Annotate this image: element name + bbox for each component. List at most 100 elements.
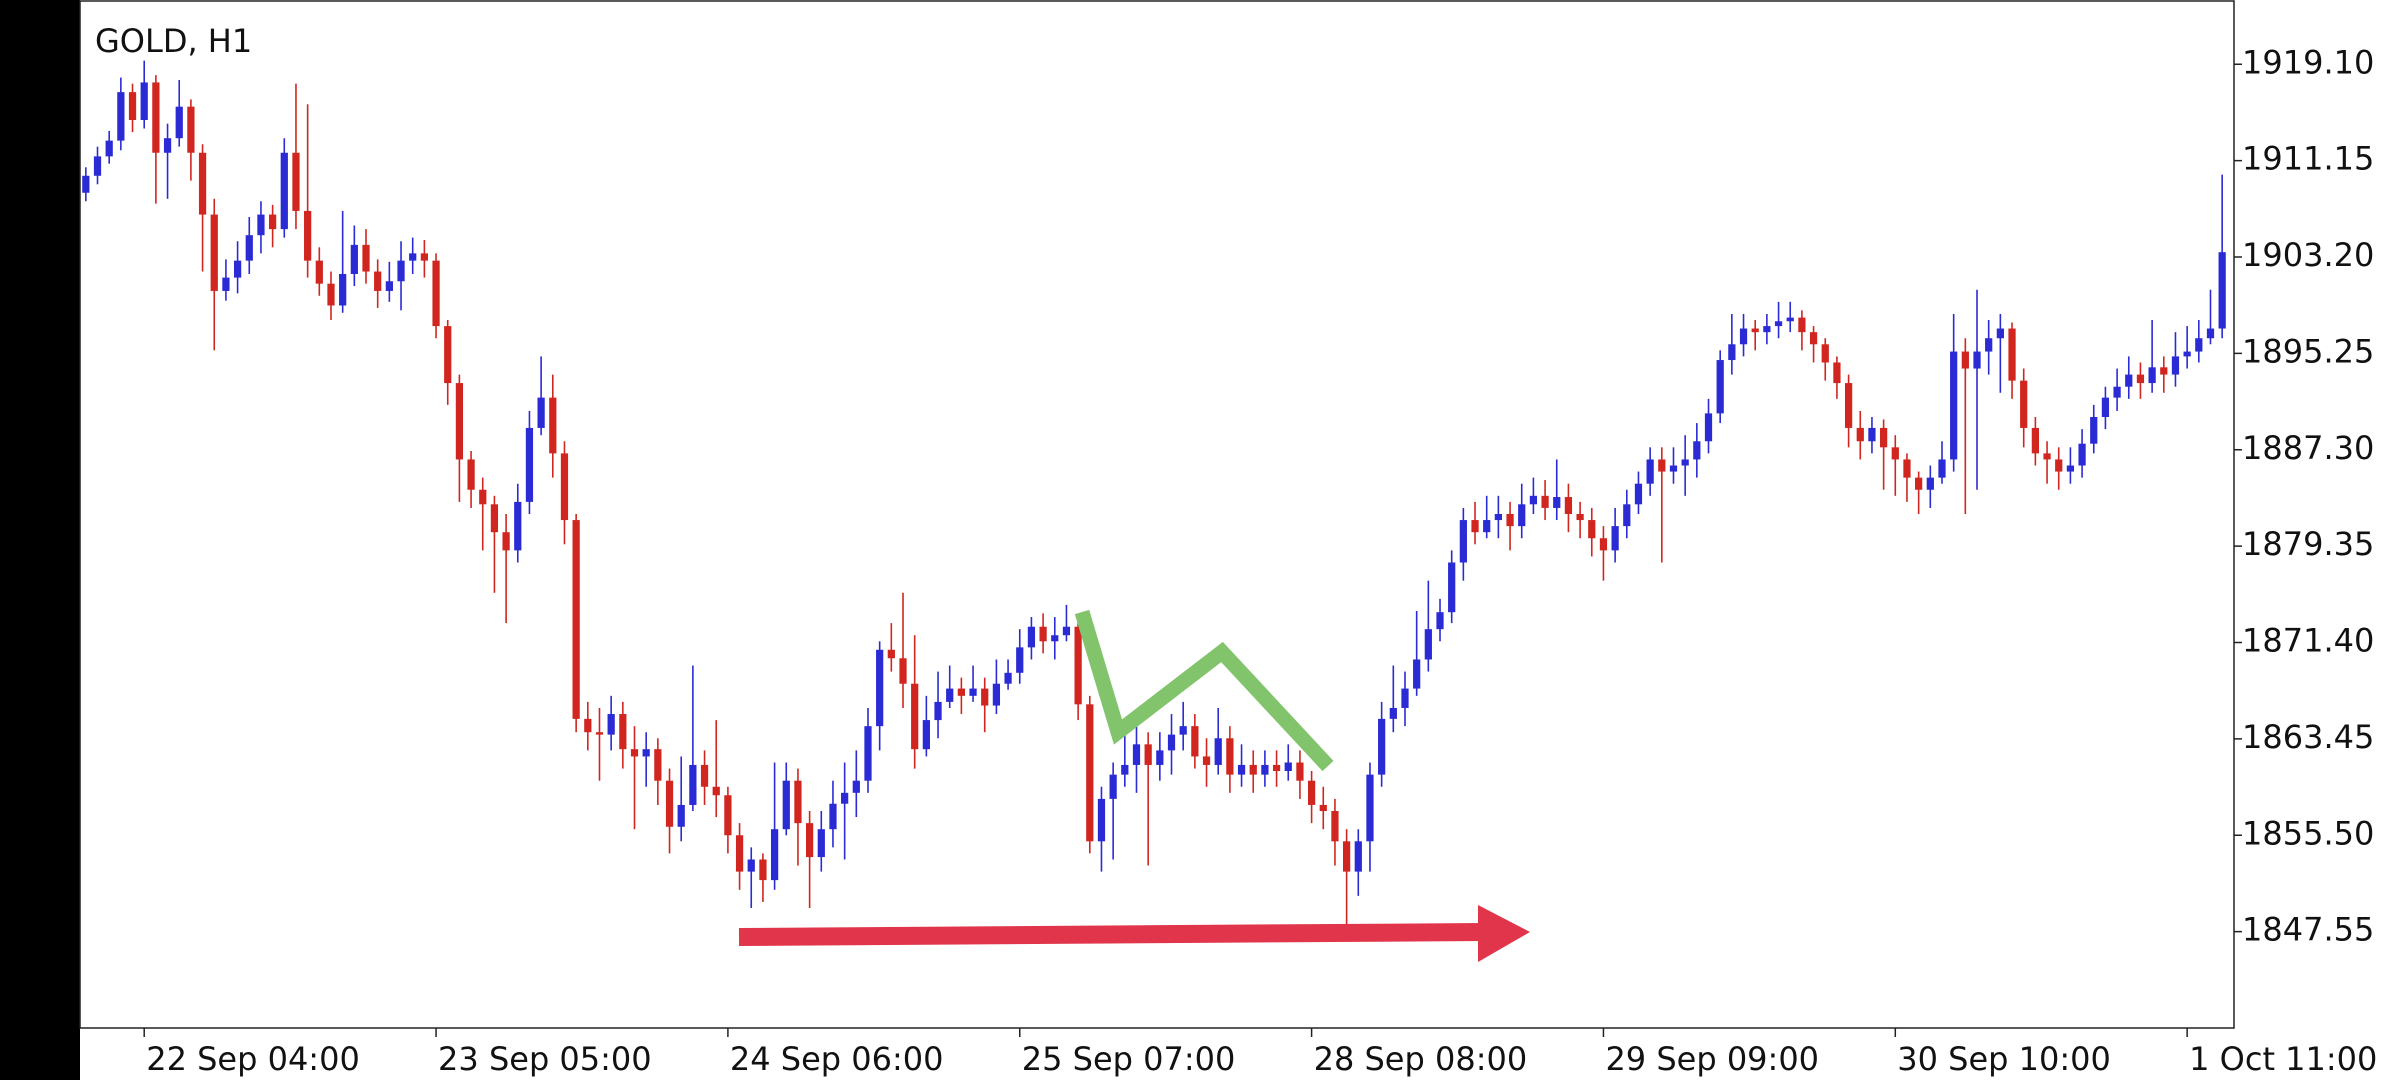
x-tick-label: 30 Sep 10:00 — [1897, 1040, 2111, 1078]
candle-body — [163, 138, 172, 153]
candle-body — [467, 459, 475, 490]
candle-body — [642, 749, 650, 757]
candle-body — [1226, 738, 1234, 775]
candle-body — [1506, 514, 1514, 527]
candle-body — [257, 214, 265, 236]
candle-body — [187, 106, 195, 153]
candle-body — [1611, 526, 1619, 551]
candle-body — [385, 281, 393, 291]
candle-body — [829, 803, 837, 830]
candle-body — [607, 714, 615, 735]
candle-body — [806, 823, 814, 858]
candle-body — [1051, 635, 1059, 642]
candle-body — [876, 649, 884, 727]
candle-body — [2218, 252, 2226, 329]
candle-body — [1938, 459, 1946, 478]
candle-body — [1121, 764, 1129, 775]
y-tick-label: 1863.45 — [2242, 718, 2374, 756]
candle-body — [957, 688, 965, 696]
candle-body — [269, 214, 277, 230]
candle-body — [1062, 626, 1071, 636]
x-tick-label: 25 Sep 07:00 — [1022, 1040, 1236, 1078]
candle-body — [1296, 762, 1304, 781]
candle-body — [1272, 764, 1281, 771]
candle-body — [2078, 443, 2086, 466]
candle-body — [899, 658, 907, 684]
candle-body — [1144, 744, 1152, 765]
arrow-shaft — [738, 923, 1485, 946]
x-tick-label: 29 Sep 09:00 — [1605, 1040, 1819, 1078]
candle-body — [2101, 397, 2110, 418]
candle-body — [700, 764, 709, 787]
y-tick-label: 1895.25 — [2242, 332, 2374, 370]
candle-body — [1716, 360, 1724, 414]
candle-body — [2008, 328, 2016, 381]
candle-body — [1039, 626, 1047, 642]
x-tick-label: 28 Sep 08:00 — [1314, 1040, 1528, 1078]
candle-body — [619, 714, 627, 750]
candle-body — [222, 277, 230, 291]
candle-body — [1471, 520, 1479, 533]
candle-body — [2090, 417, 2098, 444]
candle-body — [1961, 351, 1969, 369]
candle-body — [2125, 374, 2133, 387]
candle-body — [2183, 351, 2191, 357]
candle-body — [852, 780, 860, 793]
candle-body — [2043, 453, 2051, 460]
candle-body — [374, 271, 382, 291]
candle-body — [198, 152, 207, 215]
candle-body — [1494, 514, 1502, 521]
candle-body — [1378, 718, 1386, 775]
candle-body — [1331, 811, 1339, 842]
candle-body — [525, 427, 534, 502]
candle-body — [1436, 612, 1444, 630]
candle-body — [630, 749, 639, 757]
candle-body — [1669, 465, 1678, 472]
candle-body — [1448, 562, 1456, 613]
candle-body — [1366, 774, 1374, 842]
candle-body — [1915, 477, 1923, 490]
left-bar — [0, 0, 80, 1080]
candle-body — [654, 749, 662, 781]
candle-body — [1307, 780, 1316, 805]
candle-body — [1576, 514, 1584, 521]
candle-body — [1237, 764, 1246, 775]
candle-body — [514, 501, 522, 551]
candle-body — [724, 795, 732, 836]
candle-body — [1774, 321, 1783, 327]
candle-body — [560, 453, 569, 521]
candle-body — [1786, 317, 1794, 322]
candle-body — [1343, 841, 1351, 872]
candle-body — [981, 688, 989, 706]
candle-body — [689, 764, 697, 805]
candle-body — [479, 489, 487, 505]
candle-body — [1354, 841, 1362, 872]
candle-body — [1214, 738, 1222, 765]
candle-body — [350, 244, 358, 274]
candle-body — [1553, 497, 1561, 508]
candle-body — [992, 683, 1001, 706]
candle-body — [1646, 459, 1654, 484]
zigzag-annotation — [1074, 609, 1334, 772]
candle-body — [117, 92, 125, 141]
candle-body — [1086, 704, 1094, 842]
candle-body — [537, 397, 545, 428]
candle-body — [304, 210, 312, 261]
candle-body — [1284, 762, 1292, 771]
x-tick-label: 24 Sep 06:00 — [730, 1040, 944, 1078]
candle-body — [1319, 804, 1327, 812]
candle-body — [969, 688, 977, 696]
candle-body — [233, 260, 242, 278]
candle-body — [887, 649, 895, 659]
candle-body — [1191, 726, 1199, 757]
candle-body — [911, 683, 919, 750]
candle-body — [922, 720, 930, 750]
candle-body — [1004, 672, 1012, 684]
x-tick-label: 22 Sep 04:00 — [146, 1040, 360, 1078]
candle-body — [315, 260, 323, 284]
candle-body — [455, 383, 464, 460]
candle-body — [1401, 688, 1409, 708]
candle-body — [1179, 726, 1187, 735]
candle-body — [1518, 504, 1526, 527]
candle-body — [2160, 367, 2168, 375]
